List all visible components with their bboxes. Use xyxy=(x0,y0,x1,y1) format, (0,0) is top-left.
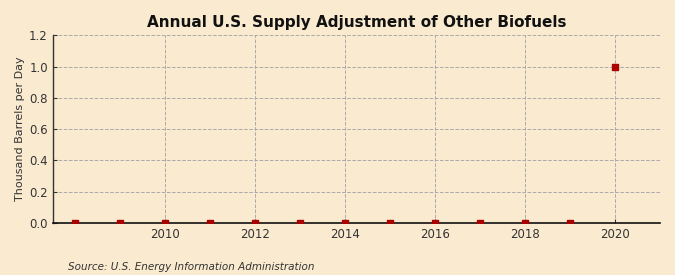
Title: Annual U.S. Supply Adjustment of Other Biofuels: Annual U.S. Supply Adjustment of Other B… xyxy=(146,15,566,30)
Point xyxy=(520,221,531,225)
Point xyxy=(205,221,215,225)
Point xyxy=(160,221,171,225)
Point xyxy=(115,221,126,225)
Point xyxy=(250,221,261,225)
Point xyxy=(565,221,576,225)
Point xyxy=(385,221,396,225)
Text: Source: U.S. Energy Information Administration: Source: U.S. Energy Information Administ… xyxy=(68,262,314,272)
Point xyxy=(340,221,350,225)
Point xyxy=(475,221,485,225)
Point xyxy=(430,221,441,225)
Point xyxy=(610,64,620,69)
Y-axis label: Thousand Barrels per Day: Thousand Barrels per Day xyxy=(15,57,25,201)
Point xyxy=(70,221,81,225)
Point xyxy=(295,221,306,225)
